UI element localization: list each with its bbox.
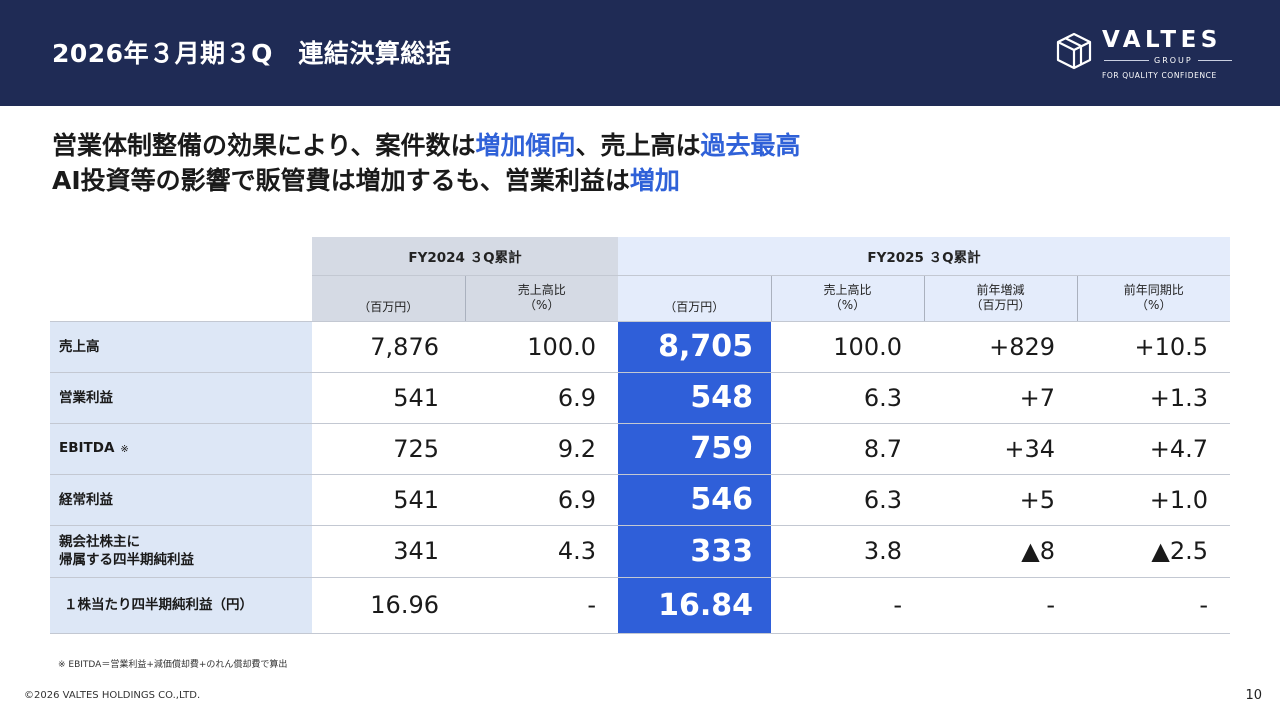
cell-fy24-ratio: 9.2 [465,423,618,475]
header-bar: 2026年３月期３Q 連結決算総括 VALTES GROUP FOR QUALI… [0,0,1280,106]
valtes-cube-logo-icon [1056,32,1092,70]
copyright: ©2026 VALTES HOLDINGS CO.,LTD. [24,690,201,701]
headline-highlight: 増加 [629,166,680,195]
headline-highlight: 過去最高 [700,131,801,160]
cell-fy25-highlight: 333 [618,525,771,578]
cell-yoy: +10.5 [1077,321,1230,373]
cell-fy25-ratio: 6.3 [771,372,924,424]
table-row: 営業利益 541 6.9 548 6.3 +7 +1.3 [50,372,1230,424]
subheader-fy2025-yoy: 前年同期比 （%） [1076,275,1230,322]
cell-fy25-highlight: 546 [618,474,771,526]
table-row: 経常利益 541 6.9 546 6.3 +5 +1.0 [50,474,1230,526]
valtes-logo: VALTES GROUP FOR QUALITY CONFIDENCE [1054,26,1234,86]
cell-fy25-ratio: 3.8 [771,525,924,578]
cell-fy24: 16.96 [312,577,465,634]
cell-fy25-ratio: 8.7 [771,423,924,475]
page-title: 2026年３月期３Q 連結決算総括 [52,39,452,68]
cell-change: ▲8 [924,525,1077,578]
cell-change: +5 [924,474,1077,526]
cell-fy25-ratio: 100.0 [771,321,924,373]
header-fy2025: FY2025 ３Q累計 [618,237,1230,276]
logo-name: VALTES [1102,27,1222,53]
headline-text: 営業体制整備の効果により、案件数は [52,131,476,160]
cell-fy25-highlight: 8,705 [618,321,771,373]
cell-fy24: 7,876 [312,321,465,373]
cell-fy25-highlight: 16.84 [618,577,771,634]
row-label: 売上高 [50,321,312,373]
cell-fy24-ratio: 4.3 [465,525,618,578]
headline-text: 、売上高は [575,131,701,160]
row-label: 親会社株主に 帰属する四半期純利益 [50,525,312,578]
cell-fy25-highlight: 759 [618,423,771,475]
page-number: 10 [1245,688,1262,703]
cell-fy25-ratio: - [771,577,924,634]
cell-yoy: +1.0 [1077,474,1230,526]
subheader-fy2025-ratio: 売上高比 （%） [770,275,924,322]
subheader-fy2025-amount: （百万円） [618,275,771,322]
header-fy2024: FY2024 ３Q累計 [312,237,618,276]
cell-fy25-ratio: 6.3 [771,474,924,526]
headline: 営業体制整備の効果により、案件数は増加傾向、売上高は過去最高 AI投資等の影響で… [52,128,801,198]
cell-yoy: ▲2.5 [1077,525,1230,578]
cell-change: +829 [924,321,1077,373]
cell-fy24-ratio: 100.0 [465,321,618,373]
cell-fy24: 725 [312,423,465,475]
row-label: １株当たり四半期純利益（円） [50,577,312,634]
table-row: EBITDA ※ 725 9.2 759 8.7 +34 +4.7 [50,423,1230,475]
cell-yoy: - [1077,577,1230,634]
ebitda-label: EBITDA [59,439,115,456]
cell-change: +34 [924,423,1077,475]
table-row: １株当たり四半期純利益（円） 16.96 - 16.84 - - - [50,577,1230,634]
cell-fy24-ratio: 6.9 [465,372,618,424]
table-row: 売上高 7,876 100.0 8,705 100.0 +829 +10.5 [50,321,1230,373]
cell-fy24: 541 [312,372,465,424]
footnote: ※ EBITDA＝営業利益+減価償却費+のれん償却費で算出 [58,660,288,670]
row-label: 経常利益 [50,474,312,526]
logo-group: GROUP [1149,55,1198,66]
cell-fy24: 341 [312,525,465,578]
logo-tagline: FOR QUALITY CONFIDENCE [1102,71,1217,80]
cell-fy24-ratio: - [465,577,618,634]
headline-text: AI投資等の影響で販管費は増加するも、営業利益は [52,166,630,195]
headline-highlight: 増加傾向 [475,131,576,160]
cell-yoy: +4.7 [1077,423,1230,475]
subheader-fy2025-change: 前年増減 （百万円） [923,275,1077,322]
financial-summary-table: FY2024 ３Q累計 FY2025 ３Q累計 （百万円） 売上高比 （%） （… [50,237,1230,634]
cell-yoy: +1.3 [1077,372,1230,424]
cell-change: +7 [924,372,1077,424]
cell-fy24: 541 [312,474,465,526]
headline-line-1: 営業体制整備の効果により、案件数は増加傾向、売上高は過去最高 [52,128,801,163]
headline-line-2: AI投資等の影響で販管費は増加するも、営業利益は増加 [52,163,801,198]
subheader-fy2024-amount: （百万円） [312,275,465,322]
cell-fy24-ratio: 6.9 [465,474,618,526]
cell-change: - [924,577,1077,634]
table-row: 親会社株主に 帰属する四半期純利益 341 4.3 333 3.8 ▲8 ▲2.… [50,525,1230,578]
subheader-fy2024-ratio: 売上高比 （%） [464,275,618,322]
ebitda-note-mark: ※ [120,443,129,455]
row-label: 営業利益 [50,372,312,424]
cell-fy25-highlight: 548 [618,372,771,424]
row-label: EBITDA ※ [50,423,312,475]
